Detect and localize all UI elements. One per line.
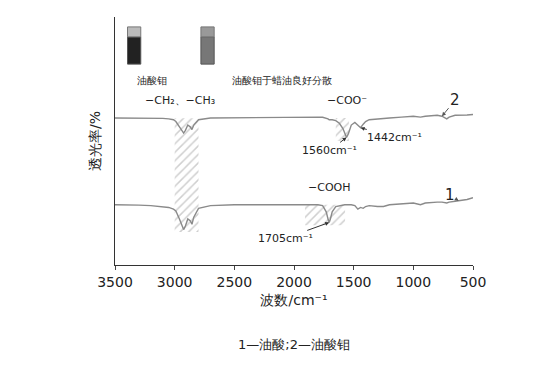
svg-text:−COO⁻: −COO⁻ (327, 94, 367, 107)
svg-text:500: 500 (460, 274, 487, 290)
svg-text:1705cm⁻¹: 1705cm⁻¹ (258, 232, 313, 245)
svg-text:−CH₂、−CH₃: −CH₂、−CH₃ (145, 94, 215, 107)
svg-text:1500: 1500 (336, 274, 372, 290)
svg-text:透光率/%: 透光率/% (87, 111, 103, 171)
svg-text:−COOH: −COOH (308, 181, 351, 194)
svg-text:1: 1 (445, 186, 455, 204)
svg-text:3500: 3500 (97, 274, 133, 290)
svg-text:3000: 3000 (157, 274, 193, 290)
svg-text:2500: 2500 (217, 274, 253, 290)
svg-text:1560cm⁻¹: 1560cm⁻¹ (302, 144, 357, 157)
svg-text:油酸钼: 油酸钼 (137, 75, 167, 86)
svg-text:1000: 1000 (396, 274, 432, 290)
svg-text:1442cm⁻¹: 1442cm⁻¹ (367, 131, 422, 144)
svg-text:波数/cm⁻¹: 波数/cm⁻¹ (260, 292, 327, 308)
svg-text:2000: 2000 (276, 274, 312, 290)
svg-text:2: 2 (450, 91, 460, 109)
svg-text:油酸钼于蜡油良好分散: 油酸钼于蜡油良好分散 (232, 75, 332, 86)
svg-text:1—油酸;2—油酸钼: 1—油酸;2—油酸钼 (238, 337, 350, 352)
